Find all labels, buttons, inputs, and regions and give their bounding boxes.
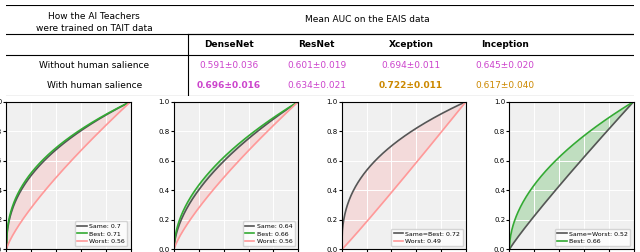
Text: 0.601±0.019: 0.601±0.019 bbox=[287, 61, 346, 70]
Text: were trained on TAIT data: were trained on TAIT data bbox=[36, 24, 152, 33]
Text: 0.696±0.016: 0.696±0.016 bbox=[197, 81, 261, 90]
Text: Mean AUC on the EAIS data: Mean AUC on the EAIS data bbox=[305, 15, 429, 24]
Text: ResNet: ResNet bbox=[299, 40, 335, 49]
Text: With human salience: With human salience bbox=[47, 81, 142, 90]
Text: Inception: Inception bbox=[481, 40, 529, 49]
Text: Xception: Xception bbox=[388, 40, 433, 49]
Legend: Same=Worst: 0.52, Best: 0.66: Same=Worst: 0.52, Best: 0.66 bbox=[555, 229, 630, 246]
Text: Without human salience: Without human salience bbox=[39, 61, 149, 70]
Text: 0.591±0.036: 0.591±0.036 bbox=[200, 61, 259, 70]
Text: 0.722±0.011: 0.722±0.011 bbox=[379, 81, 443, 90]
Text: DenseNet: DenseNet bbox=[204, 40, 254, 49]
Legend: Same: 0.7, Best: 0.71, Worst: 0.56: Same: 0.7, Best: 0.71, Worst: 0.56 bbox=[75, 222, 127, 246]
Text: 0.645±0.020: 0.645±0.020 bbox=[476, 61, 534, 70]
Text: How the AI Teachers: How the AI Teachers bbox=[49, 12, 140, 21]
Legend: Same: 0.64, Best: 0.66, Worst: 0.56: Same: 0.64, Best: 0.66, Worst: 0.56 bbox=[243, 222, 295, 246]
Text: 0.694±0.011: 0.694±0.011 bbox=[381, 61, 440, 70]
Legend: Same=Best: 0.72, Worst: 0.49: Same=Best: 0.72, Worst: 0.49 bbox=[391, 229, 463, 246]
Text: 0.617±0.040: 0.617±0.040 bbox=[476, 81, 534, 90]
Text: 0.634±0.021: 0.634±0.021 bbox=[287, 81, 346, 90]
